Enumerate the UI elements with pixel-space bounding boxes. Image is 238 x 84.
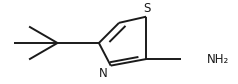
Text: N: N: [99, 67, 108, 80]
Text: NH₂: NH₂: [207, 53, 229, 66]
Text: S: S: [144, 2, 151, 15]
